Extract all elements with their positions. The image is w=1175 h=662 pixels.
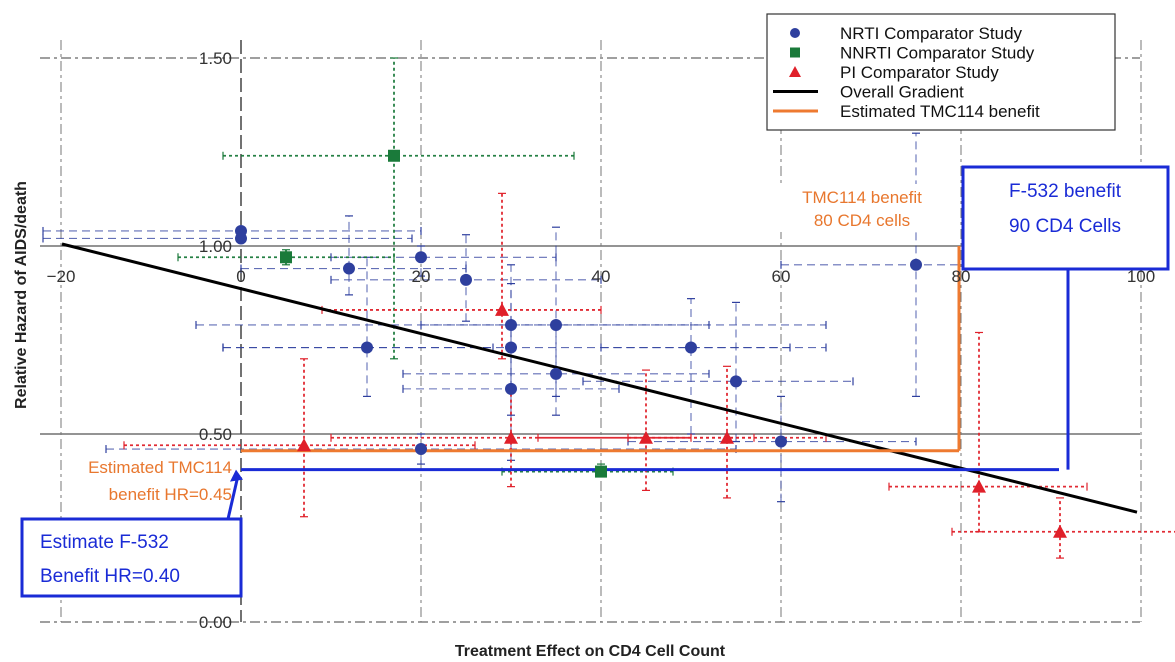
pi-point-6 [1053,524,1067,538]
nrti-point-14 [775,435,787,448]
y-tick-label-1: 0.50 [199,425,232,444]
hr-f532-annotation-line1: Estimate F-532 [40,532,169,553]
pi-point-4 [720,430,734,444]
hr-f532-annotation-line2: Benefit HR=0.40 [40,566,180,587]
f532-hr-annotation-box [20,517,243,598]
legend-marker-nnrti [790,47,800,58]
x-tick-label-5: 80 [952,267,971,286]
nnrti-point-2 [595,465,607,478]
y-axis-title: Relative Hazard of AIDS/death [13,181,30,409]
y-tick-label-0: 0.00 [199,613,232,632]
tmc114-annotation-line1: TMC114 benefit [802,188,922,207]
axis-titles: Treatment Effect on CD4 Cell Count Relati… [13,181,726,660]
legend-label-2: PI Comparator Study [840,63,999,82]
tick-labels: −20 0 20 40 60 80 100 0.00 0.50 1.00 1.50 [47,49,1156,632]
x-tick-label-4: 60 [772,267,791,286]
hr-tmc-annotation-line2: benefit HR=0.45 [109,485,232,504]
nnrti-point-0 [388,149,400,162]
f532-hr-arrow [226,475,240,520]
x-tick-label-3: 40 [592,267,611,286]
legend-label-4: Estimated TMC114 benefit [840,102,1040,121]
data-markers [235,149,1067,538]
x-axis-title: Treatment Effect on CD4 Cell Count [455,643,726,660]
nnrti-point-1 [280,251,292,264]
x-tick-label-2: 20 [412,267,431,286]
y-tick-label-2: 1.00 [199,237,232,256]
legend-box [766,13,1116,131]
reference-lines [61,242,1138,514]
nrti-point-2 [415,251,427,264]
legend-marker-pi [789,66,801,77]
legend-label-0: NRTI Comparator Study [840,24,1023,43]
pi-point-0 [495,302,509,316]
nrti-point-7 [361,341,373,354]
x-tick-label-1: 0 [236,267,245,286]
nrti-point-10 [550,367,562,380]
overall-gradient-line [61,242,1138,514]
tmc114-annotation-line2: 80 CD4 cells [814,211,910,230]
error-bars [42,57,1175,559]
nrti-point-12 [505,382,517,395]
legend-label-3: Overall Gradient [840,83,964,102]
pi-point-1 [297,438,311,452]
nrti-point-13 [415,443,427,456]
nrti-point-3 [343,262,355,275]
nrti-point-8 [505,341,517,354]
nrti-point-5 [505,318,517,331]
nrti-point-1 [235,232,247,245]
nrti-point-11 [730,375,742,388]
pi-point-2 [504,430,518,444]
pi-point-3 [639,430,653,444]
nrti-point-4 [460,273,472,286]
legend-marker-nrti [790,28,800,38]
hr-tmc-annotation-line1: Estimated TMC114 [88,458,232,477]
pi-point-5 [972,479,986,493]
legend-label-1: NNRTI Comparator Study [840,44,1035,63]
f532-annotation-line1: F-532 benefit [1009,181,1122,202]
f532-annotation-line2: 90 CD4 Cells [1009,216,1121,237]
annotations: TMC114 benefit 80 CD4 cells F-532 benefit 9… [20,165,1170,598]
nrti-point-15 [910,258,922,271]
x-tick-label-0: −20 [47,267,76,286]
y-tick-label-3: 1.50 [199,49,232,68]
f532-annotation-box [961,165,1170,271]
nrti-point-9 [685,341,697,354]
x-tick-label-6: 100 [1127,267,1155,286]
f532-hr-arrowhead [230,469,243,482]
nrti-point-6 [550,318,562,331]
tmc114-annotation-bg [774,184,952,232]
